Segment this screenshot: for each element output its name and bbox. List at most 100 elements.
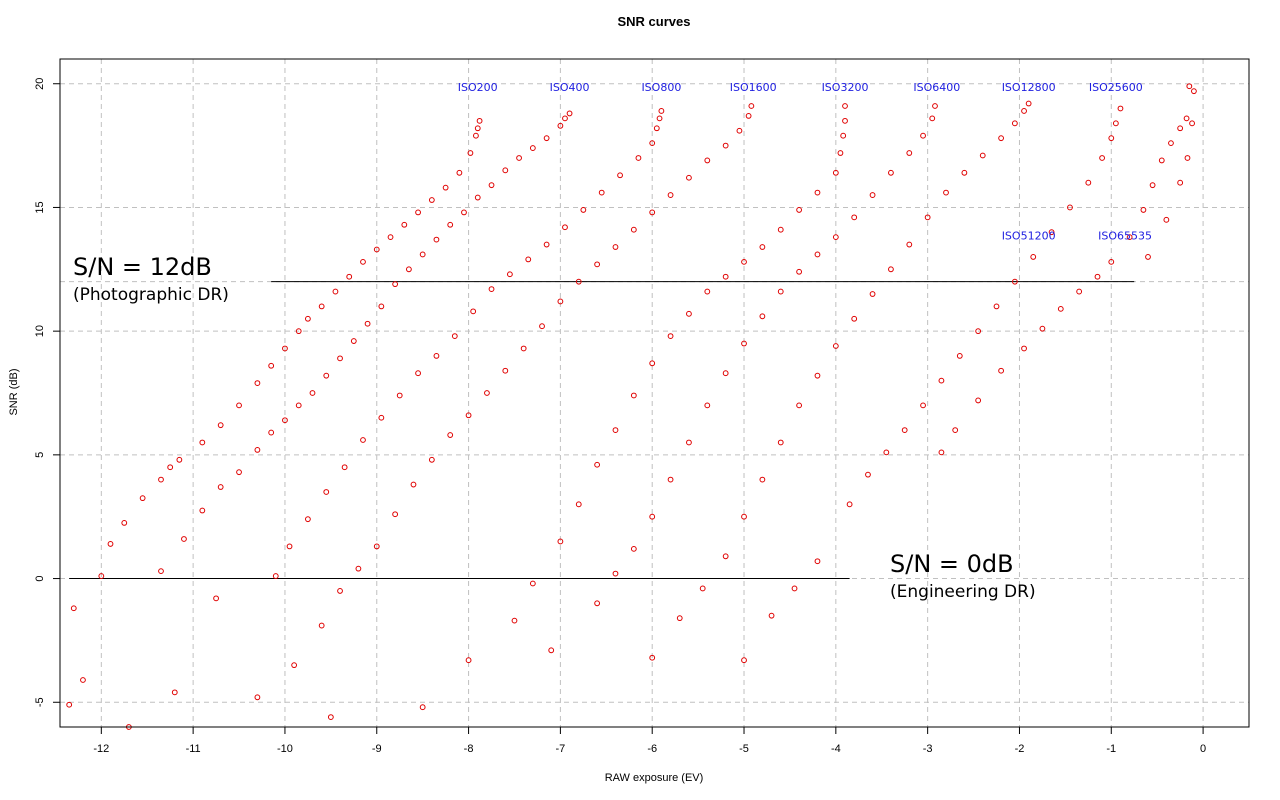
data-point [378,414,385,421]
data-point [768,612,775,619]
data-point [1126,234,1133,241]
data-point [1145,254,1151,260]
data-point [158,568,164,575]
data-point [1183,115,1190,122]
data-point [268,362,275,369]
data-point [580,207,587,213]
data-point [777,288,784,295]
data-point [998,135,1005,142]
data-point [748,103,755,109]
data-point [759,313,766,320]
data-point [254,380,261,387]
data-point [254,694,261,701]
data-point [979,152,986,159]
data-point [474,125,481,132]
data-point [511,617,518,624]
data-point [1184,155,1191,161]
data-point [1025,100,1032,107]
data-point [901,427,908,434]
reference-annotations: S/N = 12dB (Photographic DR) S/N = 0dB (Eng… [73,253,1036,602]
x-tick-label: -9 [372,743,382,755]
data-point [396,392,403,399]
series-label: ISO65535 [1098,230,1152,243]
data-point [842,117,848,124]
data-point [1191,88,1197,95]
data-point [722,273,729,280]
data-point [832,169,839,176]
data-point [1158,157,1165,164]
data-point [557,298,564,305]
data-point [199,439,206,446]
data-point [888,266,894,273]
data-point [1168,140,1174,147]
data-point [346,273,353,280]
data-point [428,197,435,203]
data-point [777,226,784,233]
data-point [653,125,660,132]
data-point [506,271,513,278]
data-point [1163,216,1170,223]
data-point [1108,258,1115,265]
data-point [176,456,183,463]
data-point [566,110,573,117]
data-point [548,647,555,654]
data-point [378,303,385,310]
data-point [557,122,564,129]
data-point [676,615,683,622]
data-point [993,303,1000,310]
data-point [139,495,146,502]
data-point [337,355,343,362]
data-point [419,704,426,711]
data-point [476,117,483,124]
data-point [467,150,474,156]
data-point [268,429,275,436]
data-point [364,320,371,327]
x-tick-label: -4 [831,743,841,755]
data-point [272,573,279,579]
data-point [282,345,288,352]
data-point [975,397,982,404]
data-point [722,142,729,149]
data-point [924,214,931,221]
data-point [80,677,86,683]
data-point [649,654,656,661]
data-point [796,268,803,275]
data-point [741,258,747,265]
data-point [741,340,747,347]
series-labels: ISO200 ISO400 ISO800 ISO1600 ISO3200 ISO6400 I… [458,81,1152,242]
data-point [465,412,472,419]
data-point [667,192,674,198]
data-point [392,281,399,288]
data-point [649,360,656,367]
x-tick-label: -6 [647,743,657,755]
data-point [1189,120,1195,127]
data-point [1149,182,1156,189]
data-point [667,333,674,339]
data-point [956,352,963,359]
series-label: ISO3200 [822,81,869,94]
data-point [704,288,711,295]
y-tick-label: 5 [34,452,46,458]
x-tick-label: -12 [93,743,109,755]
data-point [415,209,421,216]
data-point [419,251,426,258]
data-point [98,573,105,579]
data-point [295,328,302,335]
data-point [598,189,605,196]
data-point [447,432,454,438]
data-point [217,484,224,490]
data-point [529,145,536,151]
series-iso12800 [649,100,1032,661]
data-point [883,449,890,456]
y-tick-label: 20 [34,78,46,90]
data-point [121,519,128,526]
data-point [309,390,316,396]
x-tick-label: -1 [1106,743,1116,755]
data-point [543,241,550,248]
series-iso25600 [741,105,1124,664]
data-point [433,352,440,359]
data-point [502,367,509,374]
data-point [236,469,242,476]
data-point [1057,305,1064,312]
data-point [920,132,926,139]
